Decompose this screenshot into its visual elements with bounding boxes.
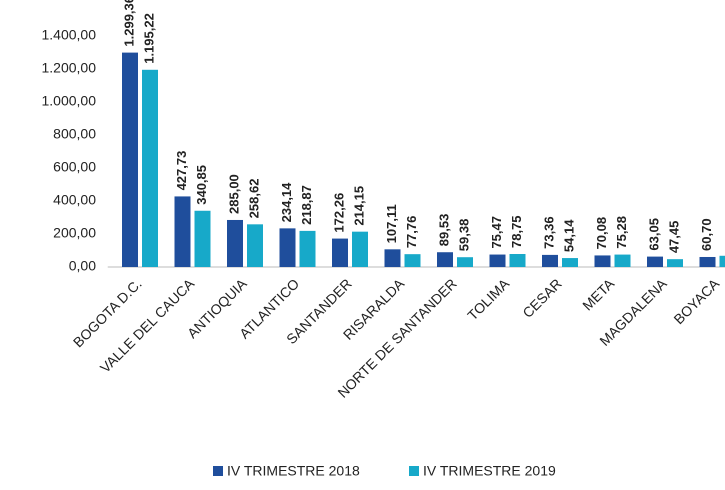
bar bbox=[175, 196, 191, 267]
value-label: 60,70 bbox=[699, 218, 714, 251]
y-tick-label: 1.400,00 bbox=[42, 27, 97, 43]
y-tick-label: 600,00 bbox=[53, 159, 96, 175]
value-label: 214,15 bbox=[351, 186, 366, 226]
bar bbox=[352, 232, 368, 267]
bar bbox=[247, 224, 263, 267]
value-label: 59,38 bbox=[456, 219, 471, 252]
bar bbox=[195, 211, 211, 267]
value-label: 285,00 bbox=[226, 174, 241, 214]
y-tick-label: 800,00 bbox=[53, 126, 96, 142]
legend-label: IV TRIMESTRE 2019 bbox=[423, 463, 556, 479]
bar bbox=[595, 255, 611, 267]
value-label: 1.195,22 bbox=[141, 13, 156, 64]
y-tick-label: 0,00 bbox=[69, 258, 96, 274]
bar bbox=[385, 249, 401, 267]
bar bbox=[300, 231, 316, 267]
y-tick-label: 200,00 bbox=[53, 225, 96, 241]
value-label: 63,05 bbox=[646, 218, 661, 251]
bar bbox=[562, 258, 578, 267]
bar bbox=[490, 255, 506, 267]
value-label: 77,76 bbox=[404, 216, 419, 249]
bar bbox=[510, 254, 526, 267]
bar bbox=[457, 257, 473, 267]
bar bbox=[615, 255, 631, 267]
value-label: 258,62 bbox=[246, 179, 261, 219]
bar bbox=[437, 252, 453, 267]
bar bbox=[667, 259, 683, 267]
x-tick-label: TOLIMA bbox=[464, 275, 512, 323]
value-label: 73,36 bbox=[541, 216, 556, 249]
x-tick-label: BOYACA bbox=[670, 275, 722, 327]
bar bbox=[720, 256, 725, 267]
x-tick-label: META bbox=[579, 275, 618, 314]
value-label: 107,11 bbox=[384, 204, 399, 243]
value-label: 218,87 bbox=[299, 185, 314, 225]
value-label: 78,75 bbox=[509, 215, 524, 248]
x-tick-label: CESAR bbox=[519, 275, 564, 320]
legend-swatch bbox=[213, 466, 223, 476]
legend-swatch bbox=[409, 466, 419, 476]
legend-label: IV TRIMESTRE 2018 bbox=[227, 463, 360, 479]
bar bbox=[227, 220, 243, 267]
bar bbox=[647, 257, 663, 267]
value-label: 47,45 bbox=[666, 221, 681, 254]
bar bbox=[332, 239, 348, 267]
y-tick-label: 1.200,00 bbox=[42, 60, 97, 76]
value-label: 75,28 bbox=[614, 216, 629, 249]
value-label: 70,08 bbox=[594, 217, 609, 250]
value-label: 54,14 bbox=[561, 219, 576, 252]
value-label: 427,73 bbox=[174, 151, 189, 191]
value-label: 75,47 bbox=[489, 216, 504, 249]
x-tick-label: VALLE DEL CAUCA bbox=[97, 275, 198, 376]
y-tick-label: 400,00 bbox=[53, 192, 96, 208]
bar bbox=[142, 70, 158, 267]
value-label: 234,14 bbox=[279, 182, 294, 223]
bar bbox=[280, 228, 296, 267]
y-tick-label: 1.000,00 bbox=[42, 93, 97, 109]
bar bbox=[405, 254, 421, 267]
value-label: 340,85 bbox=[194, 165, 209, 205]
value-label: 89,53 bbox=[436, 214, 451, 247]
value-label: 172,26 bbox=[331, 193, 346, 233]
value-label: 1.299,36 bbox=[121, 0, 136, 47]
bar bbox=[700, 257, 716, 267]
bar bbox=[122, 53, 138, 267]
bar bbox=[542, 255, 558, 267]
